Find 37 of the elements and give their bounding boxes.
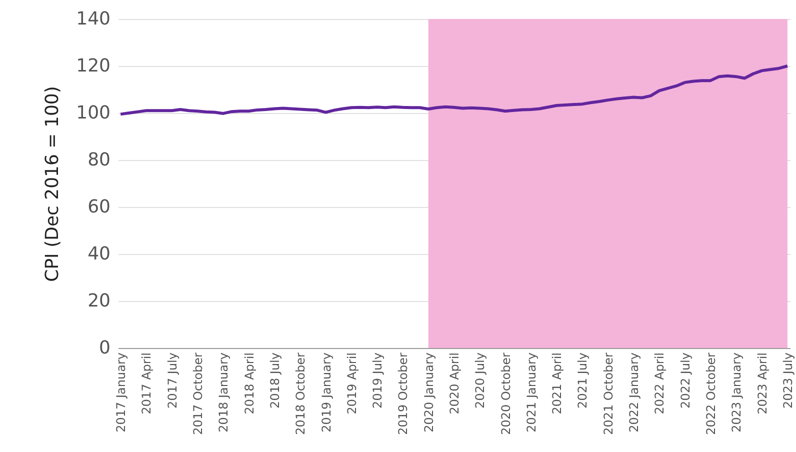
x-tick-label: 2020 April — [448, 352, 462, 414]
x-tick-label: 2023 April — [755, 352, 770, 414]
x-tick-label: 2022 October — [704, 352, 718, 435]
x-tick-label: 2018 October — [294, 352, 308, 435]
y-tick-label: 140 — [76, 8, 110, 30]
x-tick-label: 2020 January — [422, 352, 436, 432]
y-axis-title: CPI (Dec 2016 = 100) — [42, 86, 64, 282]
x-tick-label: 2019 July — [370, 352, 385, 408]
y-tick-label: 40 — [88, 244, 110, 264]
x-tick-label: 2017 October — [191, 352, 206, 435]
y-tick-label: 100 — [76, 102, 110, 124]
y-tick-label: 0 — [99, 338, 110, 358]
x-tick-label: 2022 July — [678, 352, 692, 408]
x-tick-label: 2017 July — [165, 352, 180, 408]
x-tick-label: 2019 April — [344, 352, 359, 414]
x-tick-label: 2021 April — [550, 352, 564, 414]
y-tick-label: 120 — [76, 56, 110, 76]
x-tick-label: 2023 July — [780, 352, 795, 408]
x-tick-label: 2021 January — [524, 352, 538, 432]
x-tick-label: 2018 April — [242, 352, 256, 414]
x-tick-label: 2018 January — [216, 352, 231, 432]
x-tick-label: 2022 January — [627, 352, 642, 432]
x-tick-label: 2019 October — [396, 352, 410, 435]
line-series — [119, 64, 789, 116]
x-tick-label: 2021 July — [576, 352, 590, 408]
x-tick-label: 2019 January — [319, 352, 334, 432]
x-tick-label: 2017 April — [140, 352, 154, 414]
x-tick-label: 2017 January — [114, 352, 128, 432]
y-tick-label: 60 — [88, 196, 110, 218]
x-tick-label: 2022 April — [652, 352, 667, 414]
y-tick-label: 80 — [88, 150, 110, 170]
x-tick-label: 2018 July — [268, 352, 282, 408]
y-tick-label: 20 — [88, 290, 110, 312]
x-tick-label: 2020 October — [498, 352, 513, 435]
x-tick-label: 2023 January — [730, 352, 744, 432]
x-tick-label: 2021 October — [601, 352, 616, 435]
x-tick-label: 2020 July — [473, 352, 488, 408]
